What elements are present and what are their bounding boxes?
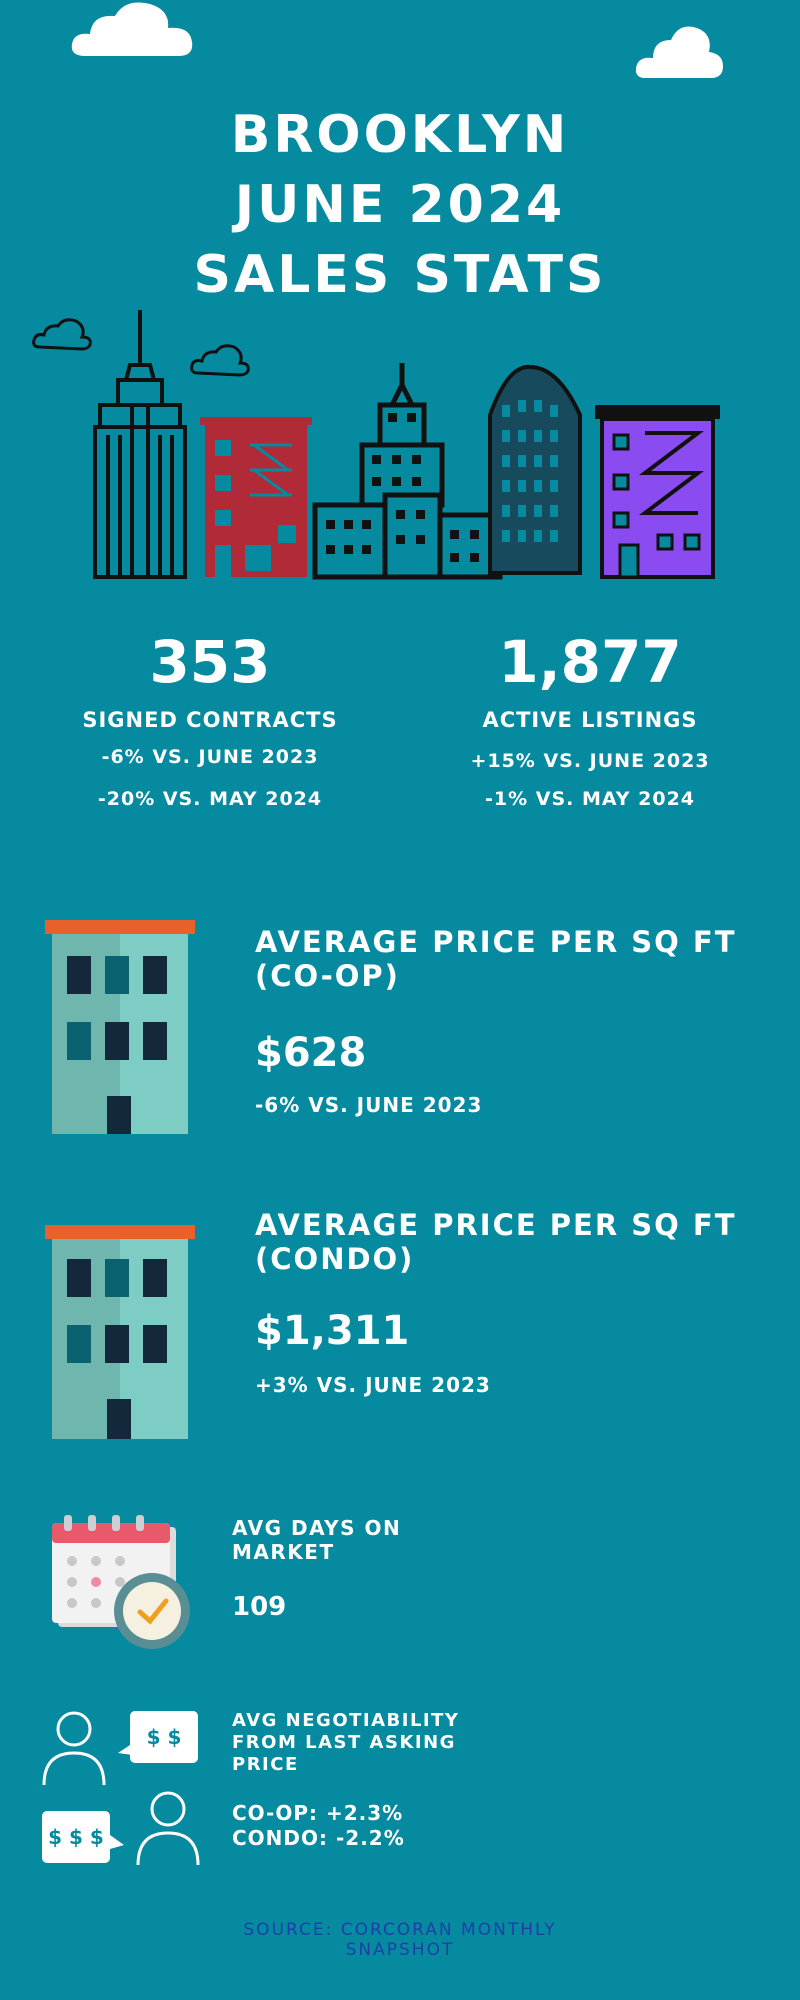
source-line-2: SNAPSHOT bbox=[345, 1940, 455, 1960]
cloud-icon bbox=[635, 26, 723, 78]
coop-heading-line-1: AVERAGE PRICE PER SQ FT bbox=[255, 925, 737, 959]
negotiability-heading-line-1: AVG NEGOTIABILITY bbox=[232, 1710, 460, 1731]
coop-heading-line-2: (CO-OP) bbox=[255, 959, 400, 993]
calendar-clock-icon bbox=[52, 1515, 190, 1649]
cloud-outline-icon bbox=[32, 318, 92, 351]
title-line-1: BROOKLYN bbox=[230, 105, 570, 165]
active-listings-yoy: +15% VS. JUNE 2023 bbox=[470, 750, 710, 772]
condo-price-value: $1,311 bbox=[255, 1308, 410, 1354]
active-listings-mom: -1% VS. MAY 2024 bbox=[484, 788, 696, 810]
apartment-building-icon bbox=[45, 1225, 195, 1439]
signed-contracts-label: SIGNED CONTRACTS bbox=[82, 708, 338, 732]
cloud-outline-icon bbox=[190, 344, 250, 377]
dollar-bubble-text: $ $ bbox=[146, 1725, 182, 1749]
active-listings-label: ACTIVE LISTINGS bbox=[482, 708, 698, 732]
cloud-icon bbox=[71, 2, 193, 56]
dollar-bubble-text: $ $ $ bbox=[48, 1825, 104, 1849]
title-line-3: SALES STATS bbox=[193, 245, 607, 305]
negotiability-condo-value: CONDO: -2.2% bbox=[232, 1826, 405, 1850]
days-on-market-value: 109 bbox=[232, 1592, 287, 1622]
skyline-illustration bbox=[32, 310, 720, 580]
condo-price-change: +3% VS. JUNE 2023 bbox=[255, 1373, 491, 1397]
condo-heading-line-1: AVERAGE PRICE PER SQ FT bbox=[255, 1208, 737, 1242]
negotiability-coop-value: CO-OP: +2.3% bbox=[232, 1801, 404, 1825]
negotiation-people-icon: $ $ $ $ $ bbox=[38, 1705, 208, 1870]
negotiability-heading-line-2: FROM LAST ASKING bbox=[232, 1732, 456, 1753]
signed-contracts-yoy: -6% VS. JUNE 2023 bbox=[101, 746, 319, 768]
coop-price-change: -6% VS. JUNE 2023 bbox=[255, 1093, 483, 1117]
title-line-2: JUNE 2024 bbox=[234, 175, 566, 235]
days-on-market-heading-line-2: MARKET bbox=[232, 1540, 335, 1564]
days-on-market-heading-line-1: AVG DAYS ON bbox=[232, 1516, 402, 1540]
signed-contracts-value: 353 bbox=[149, 628, 271, 696]
condo-heading-line-2: (CONDO) bbox=[255, 1242, 415, 1276]
active-listings-value: 1,877 bbox=[498, 628, 682, 696]
signed-contracts-mom: -20% VS. MAY 2024 bbox=[97, 788, 323, 810]
negotiability-heading-line-3: PRICE bbox=[232, 1754, 299, 1775]
source-line-1: SOURCE: CORCORAN MONTHLY bbox=[243, 1920, 557, 1940]
apartment-building-icon bbox=[45, 920, 195, 1134]
coop-price-value: $628 bbox=[255, 1030, 367, 1076]
